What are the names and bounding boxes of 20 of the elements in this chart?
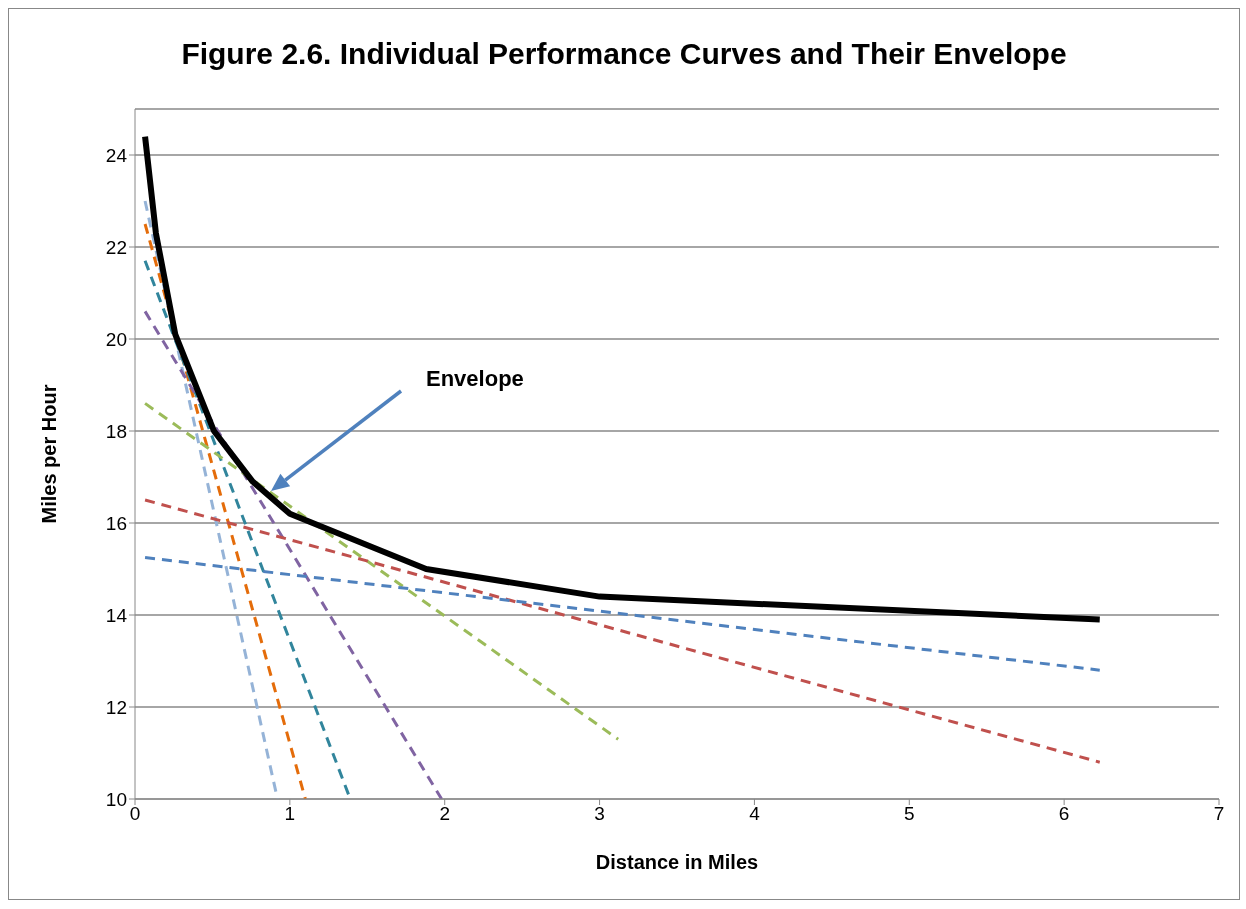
chart-title: Figure 2.6. Individual Performance Curves and Their Envelope: [180, 37, 1068, 71]
annotation: Envelope: [426, 366, 524, 391]
x-tick-label: 5: [904, 803, 915, 825]
y-tick-label: 18: [105, 420, 127, 442]
y-tick-label: 12: [105, 696, 127, 718]
x-tick-label: 3: [594, 803, 605, 825]
x-tick-label: 7: [1213, 803, 1225, 825]
x-tick-label: 0: [129, 803, 141, 825]
x-tick-label: 6: [1058, 803, 1070, 825]
x-tick-label: 1: [284, 803, 296, 825]
x-tick-label: 2: [439, 803, 450, 825]
y-tick-label: 24: [105, 144, 128, 166]
y-tick-label: 22: [105, 236, 127, 258]
y-tick-label: 14: [105, 604, 128, 626]
x-tick-label: 4: [749, 803, 761, 825]
y-axis-title: Miles per Hour: [38, 384, 61, 524]
x-axis-title: Distance in Miles: [595, 851, 759, 873]
y-tick-label: 20: [105, 328, 127, 350]
y-tick-label: 16: [105, 512, 127, 534]
y-tick-label: 10: [105, 788, 127, 810]
